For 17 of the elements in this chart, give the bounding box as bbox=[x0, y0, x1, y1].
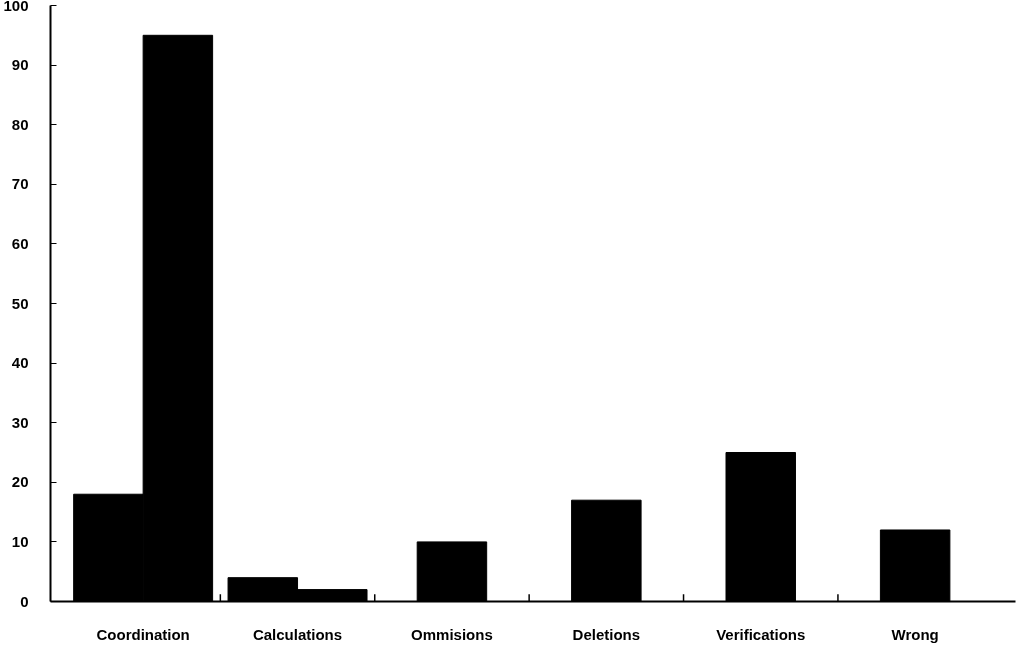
y-tick-label: 80 bbox=[11, 115, 29, 133]
x-tick-label: Coordination bbox=[96, 625, 190, 643]
x-tick-label: Deletions bbox=[572, 625, 641, 643]
x-tick-label: Verifications bbox=[716, 625, 806, 643]
y-tick-label: 30 bbox=[11, 413, 29, 431]
y-tick-label: 90 bbox=[11, 56, 29, 74]
x-tick-label: Wrong bbox=[891, 625, 939, 643]
y-tick-label: 70 bbox=[11, 175, 29, 193]
y-tick-label: 20 bbox=[11, 473, 29, 491]
y-tick-label: 60 bbox=[11, 234, 29, 252]
x-tick-label: Calculations bbox=[252, 625, 343, 643]
y-tick-label: 50 bbox=[11, 294, 29, 312]
x-tick-label: Ommisions bbox=[411, 625, 493, 643]
y-tick-label: 0 bbox=[20, 592, 29, 610]
y-tick-label: 100 bbox=[3, 0, 29, 14]
y-tick-label: 10 bbox=[11, 532, 29, 550]
y-tick-label: 40 bbox=[11, 354, 29, 372]
